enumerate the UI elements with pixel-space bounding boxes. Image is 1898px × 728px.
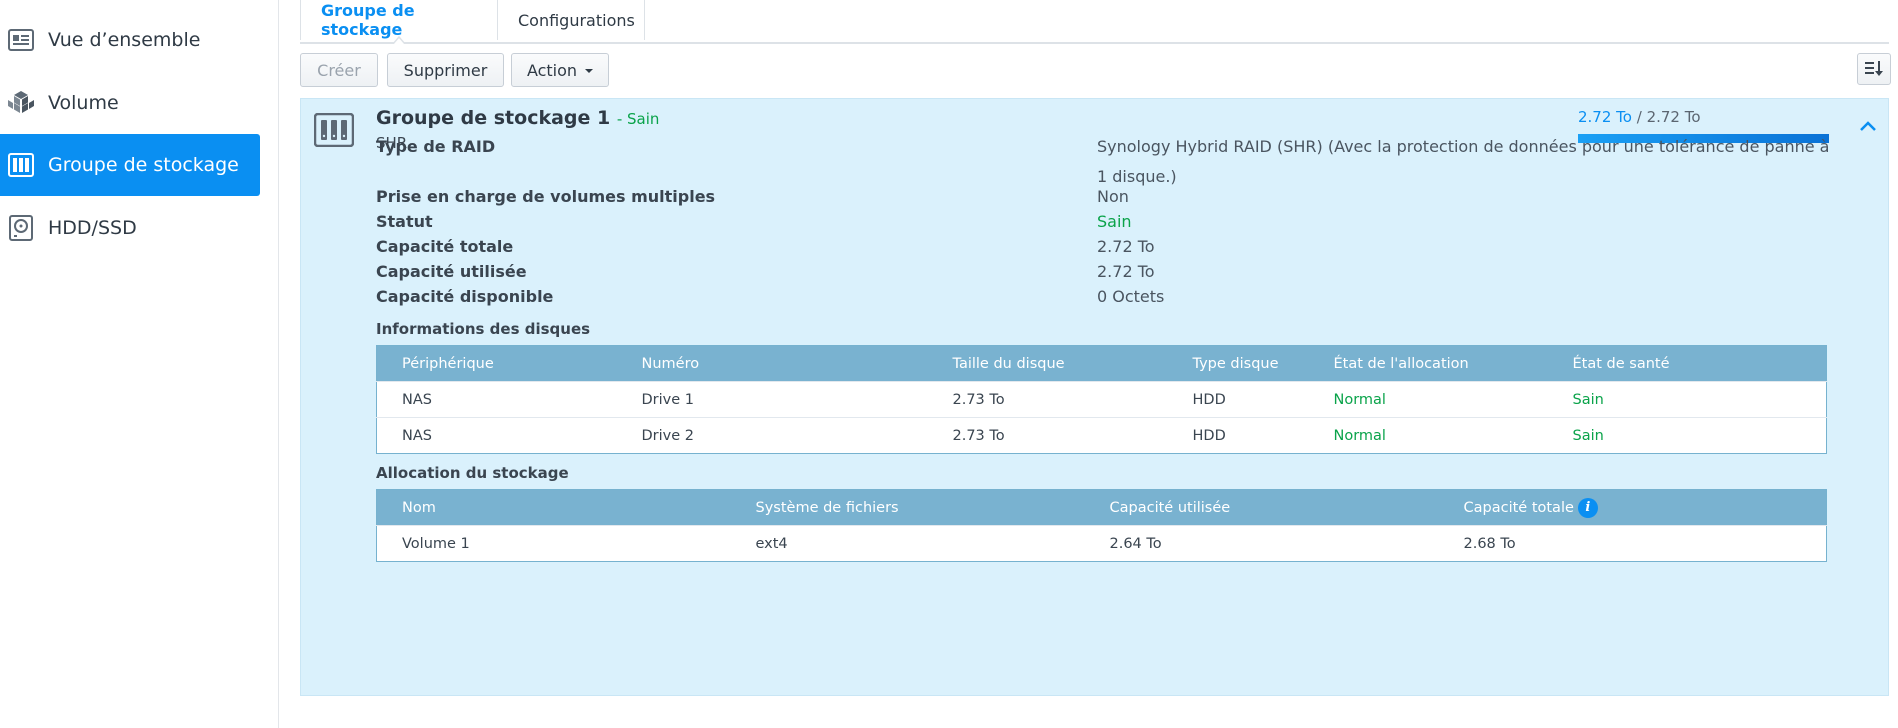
usage-bar-fill	[1578, 134, 1829, 143]
sidebar-item-hdd-ssd[interactable]: HDD/SSD	[0, 197, 260, 259]
prop-value-raid-type: Synology Hybrid RAID (SHR) (Avec la prot…	[1097, 137, 1830, 186]
column-header-label: Capacité totale	[1463, 499, 1574, 516]
cell-type: HDD	[1167, 417, 1309, 454]
tab-active-indicator	[393, 36, 405, 44]
cell-used-capacity: 2.64 To	[1084, 525, 1439, 562]
column-header[interactable]: Numéro	[616, 345, 928, 382]
sidebar-item-label: Groupe de stockage	[48, 154, 239, 176]
column-header[interactable]: Capacité utilisée	[1084, 489, 1439, 526]
prop-label-total-capacity: Capacité totale	[376, 237, 514, 256]
tab-configurations[interactable]: Configurations	[498, 0, 645, 40]
action-dropdown-button[interactable]: Action	[511, 53, 609, 87]
cell-health-status: Sain	[1547, 417, 1827, 454]
table-row[interactable]: NAS Drive 2 2.73 To HDD Normal Sain	[376, 417, 1827, 454]
column-header[interactable]: État de santé	[1547, 345, 1827, 382]
cell-health-status: Sain	[1547, 381, 1827, 418]
pool-raid-type: SHR	[376, 134, 408, 152]
prop-label-available-capacity: Capacité disponible	[376, 287, 554, 306]
cell-type: HDD	[1167, 381, 1309, 418]
sidebar-item-overview[interactable]: Vue d’ensemble	[0, 9, 260, 71]
prop-label-used-capacity: Capacité utilisée	[376, 262, 527, 281]
overview-icon	[7, 26, 35, 54]
sort-icon	[1865, 61, 1883, 76]
storage-pool-icon	[7, 151, 35, 179]
column-header[interactable]: Périphérique	[376, 345, 617, 382]
create-button-label: Créer	[317, 60, 361, 80]
column-header[interactable]: Nom	[376, 489, 731, 526]
sidebar-item-label: HDD/SSD	[48, 217, 137, 239]
table-header-row: Périphérique Numéro Taille du disque Typ…	[376, 345, 1827, 382]
cell-number: Drive 1	[616, 381, 928, 418]
cell-device: NAS	[376, 417, 617, 454]
info-icon[interactable]: i	[1577, 497, 1598, 518]
create-button[interactable]: Créer	[300, 53, 378, 87]
disk-info-title: Informations des disques	[376, 320, 591, 338]
usage-separator: /	[1631, 108, 1647, 126]
tab-label: Groupe de stockage	[321, 1, 415, 39]
pool-usage-text: 2.72 To / 2.72 To	[1578, 108, 1701, 126]
storage-pool-icon	[314, 113, 354, 147]
delete-button[interactable]: Supprimer	[387, 53, 504, 87]
tab-label: Configurations	[518, 10, 635, 30]
prop-value-used-capacity: 2.72 To	[1097, 262, 1155, 281]
action-button-label: Action	[526, 60, 578, 80]
column-header[interactable]: Système de fichiers	[730, 489, 1085, 526]
allocation-table: Nom Système de fichiers Capacité utilisé…	[376, 489, 1827, 562]
delete-button-label: Supprimer	[403, 60, 488, 80]
pool-name: Groupe de stockage 1	[376, 107, 611, 129]
sidebar-item-label: Volume	[48, 92, 119, 114]
sidebar-item-storage-pool[interactable]: Groupe de stockage	[0, 134, 260, 196]
hdd-icon	[7, 214, 35, 242]
tab-storage-pool[interactable]: Groupe de stockage	[300, 0, 498, 40]
disk-info-table: Périphérique Numéro Taille du disque Typ…	[376, 345, 1827, 454]
prop-label-multi-volume: Prise en charge de volumes multiples	[376, 187, 716, 206]
pool-title: Groupe de stockage 1 - Sain	[376, 107, 659, 129]
column-header[interactable]: Taille du disque	[927, 345, 1168, 382]
chevron-up-icon[interactable]	[1858, 119, 1878, 133]
pool-status: - Sain	[616, 110, 660, 128]
prop-value-total-capacity: 2.72 To	[1097, 237, 1155, 256]
tab-bar: Groupe de stockage Configurations	[300, 0, 1889, 44]
prop-value-multi-volume: Non	[1097, 187, 1129, 206]
cell-number: Drive 2	[616, 417, 928, 454]
usage-used: 2.72 To	[1578, 108, 1632, 126]
table-row[interactable]: NAS Drive 1 2.73 To HDD Normal Sain	[376, 381, 1827, 418]
table-header-row: Nom Système de fichiers Capacité utilisé…	[376, 489, 1827, 526]
usage-bar	[1578, 134, 1829, 143]
chevron-down-icon	[585, 69, 594, 73]
volume-icon	[7, 89, 35, 117]
cell-name: Volume 1	[376, 525, 731, 562]
sort-button[interactable]	[1857, 53, 1891, 85]
column-header[interactable]: Type disque	[1167, 345, 1309, 382]
column-header[interactable]: Capacité totale i	[1438, 489, 1827, 526]
cell-allocation-status: Normal	[1308, 381, 1548, 418]
cell-size: 2.73 To	[927, 417, 1168, 454]
usage-total: 2.72 To	[1646, 108, 1701, 126]
prop-label-raid-type: Type de RAID	[376, 137, 496, 156]
column-header[interactable]: État de l'allocation	[1308, 345, 1548, 382]
sidebar-item-label: Vue d’ensemble	[48, 29, 201, 51]
table-row[interactable]: Volume 1 ext4 2.64 To 2.68 To	[376, 525, 1827, 562]
sidebar: Vue d’ensemble Volume Groupe de stockage…	[0, 0, 278, 728]
allocation-title: Allocation du stockage	[376, 464, 569, 482]
cell-allocation-status: Normal	[1308, 417, 1548, 454]
storage-pool-panel: Groupe de stockage 1 - Sain SHR 2.72 To …	[300, 98, 1889, 696]
prop-value-available-capacity: 0 Octets	[1097, 287, 1165, 306]
cell-size: 2.73 To	[927, 381, 1168, 418]
sidebar-item-volume[interactable]: Volume	[0, 72, 260, 134]
prop-value-status: Sain	[1097, 212, 1132, 231]
prop-label-status: Statut	[376, 212, 433, 231]
cell-total-capacity: 2.68 To	[1438, 525, 1827, 562]
cell-filesystem: ext4	[730, 525, 1085, 562]
cell-device: NAS	[376, 381, 617, 418]
sidebar-divider	[278, 0, 279, 728]
